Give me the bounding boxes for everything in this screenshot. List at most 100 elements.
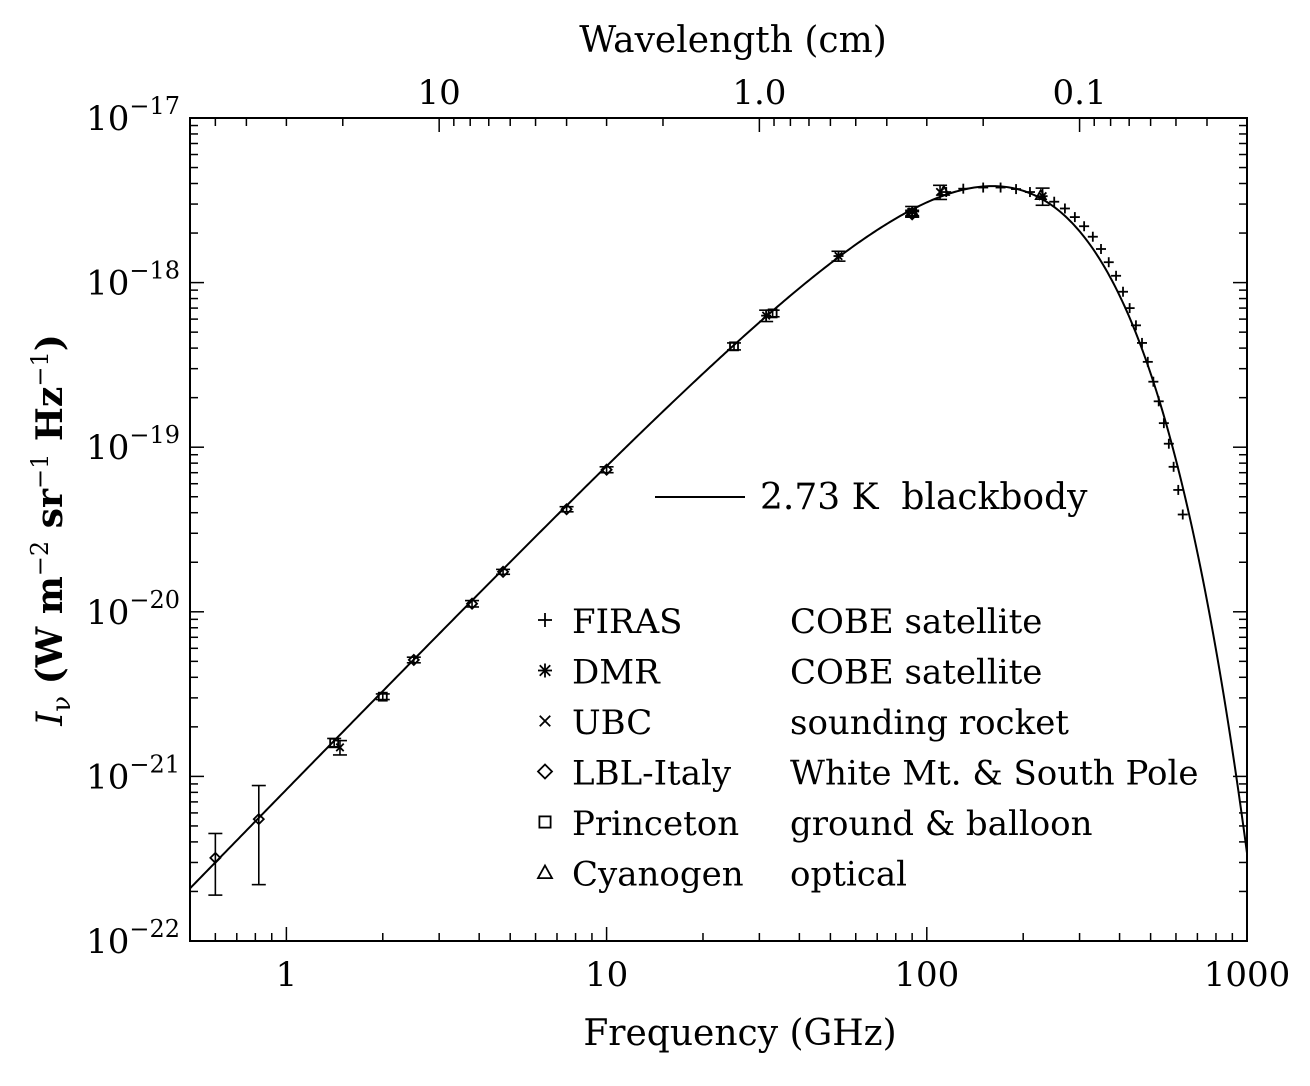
data-point [1177, 509, 1188, 520]
marker-stroke [539, 664, 551, 677]
x-tick-label: 1 [276, 955, 298, 995]
x2-tick-label: 0.1 [1053, 73, 1107, 113]
data-point [1087, 231, 1098, 242]
y-tick-label: 10−17 [86, 92, 180, 139]
data-point [407, 653, 421, 667]
data-point [1103, 257, 1114, 268]
marker-stroke [536, 863, 554, 879]
legend-entry: UBC sounding rocket [539, 703, 1069, 743]
data-point [1148, 376, 1159, 387]
y-tick-label: 10−22 [86, 915, 180, 962]
legend-name: Cyanogen [572, 855, 744, 895]
x-tick-label: 10 [585, 955, 628, 995]
legend-marker [538, 613, 552, 627]
marker-stroke [407, 653, 421, 667]
y-tick-label: 10−20 [86, 586, 180, 633]
series-lbl-italy [208, 208, 920, 896]
data-point [767, 308, 778, 319]
legend-description: COBE satellite [790, 602, 1042, 642]
data-point [1059, 203, 1070, 214]
marker-stroke [329, 737, 340, 748]
axis-ticks [189, 118, 1248, 942]
marker-stroke [834, 251, 843, 261]
marker-stroke [907, 208, 918, 218]
data-point [995, 182, 1006, 193]
legend-entry: Princeton ground & balloon [538, 804, 1093, 844]
y-axis-title-text: Iν (W m−2 sr−1 Hz−1) [26, 334, 77, 727]
data-point [1069, 212, 1080, 223]
series-cyanogen [937, 184, 1048, 201]
marker-stroke [536, 763, 554, 780]
data-point [560, 502, 573, 516]
data-point [329, 737, 340, 748]
data-point [1011, 184, 1022, 195]
legend-name: DMR [572, 653, 661, 693]
legend: FIRAS COBE satellite DMR COBE satellite UBC s… [536, 602, 1198, 895]
data-point [761, 310, 772, 321]
legend-name: LBL-Italy [572, 754, 732, 794]
series-firas [941, 182, 1188, 520]
marker-stroke [729, 341, 739, 352]
legend-marker [538, 663, 552, 678]
data-point [252, 812, 266, 826]
data-point [978, 182, 989, 193]
data-point [1124, 303, 1135, 314]
y-axis-title: Iν (W m−2 sr−1 Hz−1) [26, 334, 77, 727]
data-point [1173, 484, 1184, 495]
data-point [1111, 270, 1122, 281]
marker-stroke [767, 308, 778, 319]
data-point [1130, 320, 1141, 331]
x2-tick-label: 10 [418, 73, 461, 113]
legend-marker [538, 815, 552, 829]
marker-stroke [465, 597, 479, 610]
data-point [1137, 337, 1148, 348]
axis-tick-labels: 1 10 100 1000 10 1.0 0.1 10−17 10−18 10−19 10−20 10… [86, 73, 1290, 995]
data-point [600, 463, 613, 476]
x-tick-label: 1000 [1204, 955, 1291, 995]
legend-description: optical [790, 855, 907, 895]
marker-stroke [560, 502, 573, 516]
data-point [937, 184, 951, 196]
legend-name: Princeton [572, 804, 739, 844]
marker-stroke [937, 184, 951, 196]
legend-description: COBE satellite [790, 653, 1042, 693]
legend-description: ground & balloon [790, 804, 1093, 844]
data-point [465, 597, 479, 610]
marker-stroke [1034, 188, 1048, 201]
marker-stroke [252, 812, 266, 826]
legend-name: UBC [572, 703, 652, 743]
marker-stroke [538, 815, 552, 829]
data-point [1158, 418, 1169, 429]
marker-stroke [377, 691, 388, 702]
legend-description: White Mt. & South Pole [790, 754, 1198, 794]
data-point [1153, 396, 1164, 407]
y-tick-label: 10−19 [86, 421, 180, 468]
y-tick-label: 10−18 [86, 257, 180, 304]
data-point [377, 691, 388, 702]
legend-description: sounding rocket [790, 703, 1069, 743]
data-point [1142, 356, 1153, 367]
data-points [208, 182, 1188, 896]
x2-axis-title: Wavelength (cm) [579, 20, 887, 61]
data-point [1118, 286, 1129, 297]
data-point [729, 341, 739, 352]
data-point [209, 851, 222, 865]
data-point [496, 565, 510, 579]
data-point [1168, 461, 1179, 472]
y-tick-label: 10−21 [86, 750, 180, 797]
series-princeton [327, 208, 920, 749]
legend-marker [539, 715, 551, 727]
marker-stroke [209, 851, 222, 865]
marker-stroke [600, 463, 613, 476]
series-dmr [759, 205, 920, 323]
legend-marker [536, 863, 554, 879]
data-point [1163, 438, 1174, 449]
x-axis-title: Frequency (GHz) [583, 1013, 896, 1054]
data-point [1034, 188, 1048, 201]
marker-stroke [539, 715, 551, 727]
plot-frame [189, 117, 1248, 942]
data-point [1049, 196, 1060, 207]
legend-name: FIRAS [572, 602, 682, 642]
curve-label: 2.73 K blackbody [760, 477, 1088, 518]
